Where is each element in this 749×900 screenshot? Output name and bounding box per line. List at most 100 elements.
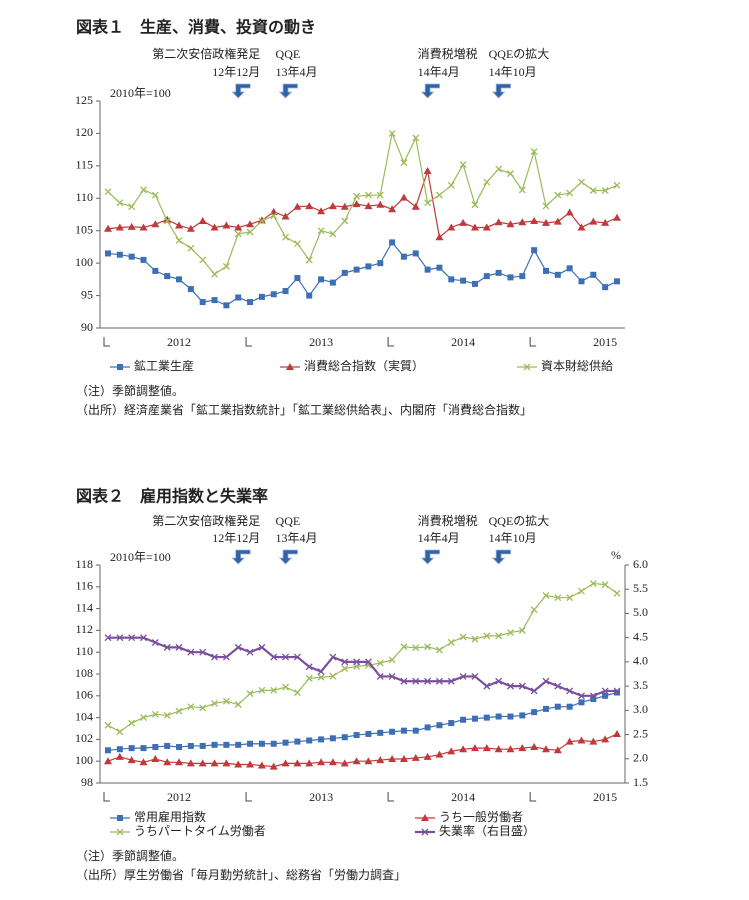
marker bbox=[553, 217, 562, 225]
marker bbox=[412, 644, 420, 652]
marker bbox=[589, 187, 597, 194]
marker bbox=[151, 755, 160, 763]
y2-unit-label: % bbox=[611, 548, 621, 562]
marker bbox=[531, 247, 538, 254]
marker bbox=[376, 672, 384, 680]
marker bbox=[306, 737, 313, 744]
x-tick-label: 2012 bbox=[167, 335, 191, 349]
marker bbox=[577, 223, 586, 231]
marker bbox=[554, 594, 562, 602]
x-tick bbox=[245, 337, 253, 347]
marker bbox=[211, 297, 218, 304]
event-arrow bbox=[491, 549, 512, 565]
marker bbox=[494, 745, 503, 753]
x-tick bbox=[103, 337, 110, 347]
marker bbox=[116, 199, 124, 207]
y-tick-label: 118 bbox=[75, 557, 93, 571]
marker bbox=[176, 276, 183, 283]
marker bbox=[151, 639, 159, 646]
marker bbox=[139, 758, 148, 766]
marker bbox=[602, 692, 609, 699]
marker bbox=[565, 208, 574, 216]
marker bbox=[471, 280, 478, 287]
marker bbox=[151, 710, 159, 718]
y2-tick-label: 5.0 bbox=[633, 605, 648, 619]
y2-tick-label: 6.0 bbox=[633, 557, 648, 571]
marker bbox=[542, 592, 550, 599]
marker bbox=[270, 212, 278, 220]
marker bbox=[328, 202, 337, 210]
marker bbox=[104, 757, 112, 765]
marker bbox=[577, 736, 586, 744]
marker bbox=[128, 719, 136, 727]
marker bbox=[353, 192, 361, 200]
marker bbox=[471, 201, 479, 209]
marker bbox=[140, 256, 147, 263]
y-tick-label: 100 bbox=[75, 255, 93, 269]
marker bbox=[305, 256, 313, 264]
marker bbox=[483, 273, 490, 280]
y2-tick-label: 3.0 bbox=[633, 702, 648, 716]
marker bbox=[483, 714, 490, 721]
marker bbox=[530, 148, 538, 156]
marker bbox=[175, 758, 184, 766]
marker bbox=[140, 186, 147, 194]
marker bbox=[305, 759, 314, 767]
marker bbox=[459, 672, 467, 680]
marker bbox=[482, 223, 491, 231]
marker bbox=[104, 634, 112, 642]
marker bbox=[483, 682, 491, 690]
marker bbox=[222, 653, 230, 661]
marker bbox=[542, 267, 549, 274]
marker bbox=[175, 221, 184, 229]
marker bbox=[507, 629, 514, 637]
marker bbox=[471, 672, 479, 680]
marker bbox=[246, 760, 255, 768]
marker bbox=[222, 697, 230, 705]
marker bbox=[471, 715, 478, 722]
marker bbox=[340, 202, 349, 210]
marker bbox=[399, 755, 408, 763]
y-tick-label: 104 bbox=[75, 709, 93, 723]
marker bbox=[364, 658, 372, 666]
marker bbox=[140, 634, 147, 642]
marker bbox=[199, 256, 207, 264]
marker bbox=[246, 648, 254, 656]
marker bbox=[139, 223, 148, 231]
marker bbox=[388, 129, 396, 137]
marker bbox=[305, 202, 314, 210]
x-tick-label: 2013 bbox=[309, 790, 333, 804]
event-arrow bbox=[491, 83, 512, 99]
marker bbox=[305, 663, 313, 671]
marker bbox=[163, 643, 171, 651]
marker bbox=[495, 713, 502, 720]
marker bbox=[294, 738, 301, 745]
marker bbox=[518, 744, 527, 752]
chart-title: 図表１ 生産、消費、投資の動き bbox=[76, 18, 316, 37]
marker bbox=[566, 265, 573, 272]
marker bbox=[341, 217, 349, 225]
marker bbox=[246, 220, 255, 228]
x-tick-label: 2012 bbox=[167, 790, 191, 804]
legend-label: 鉱工業生産 bbox=[134, 358, 194, 373]
event-label: QQEの拡大 bbox=[489, 47, 550, 61]
marker bbox=[140, 714, 147, 722]
event-label: QQEの拡大 bbox=[489, 514, 550, 528]
marker bbox=[590, 696, 597, 703]
y-tick-label: 105 bbox=[75, 222, 93, 236]
marker bbox=[411, 753, 420, 761]
marker bbox=[554, 703, 561, 710]
y-tick-label: 114 bbox=[75, 600, 93, 614]
marker bbox=[506, 745, 515, 753]
event-date: 12年12月 bbox=[212, 531, 260, 545]
marker bbox=[293, 240, 301, 248]
marker bbox=[448, 276, 455, 283]
marker bbox=[553, 746, 562, 754]
y2-tick-label: 5.5 bbox=[633, 581, 648, 595]
marker bbox=[470, 744, 479, 752]
series-line bbox=[107, 131, 618, 275]
marker bbox=[258, 740, 265, 747]
marker bbox=[353, 732, 360, 739]
y-tick-label: 110 bbox=[75, 190, 93, 204]
marker bbox=[186, 759, 195, 767]
